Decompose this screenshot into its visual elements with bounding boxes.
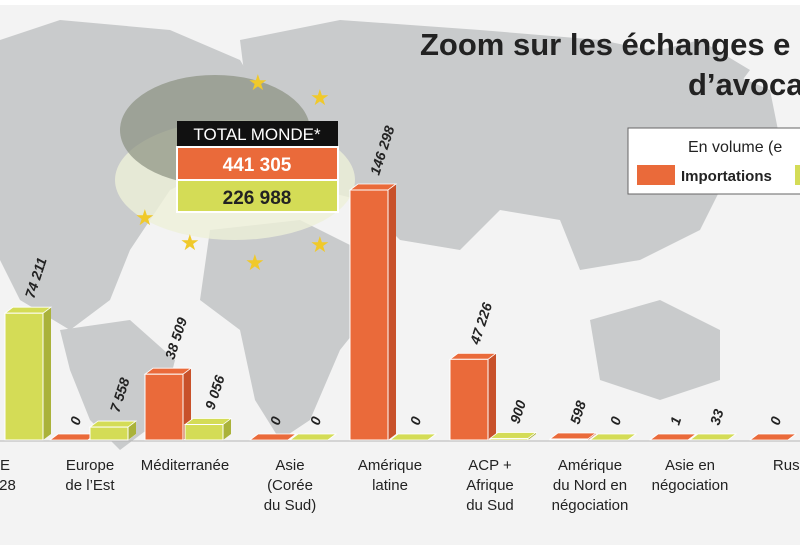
svg-text:★: ★ <box>135 205 155 230</box>
x-tick-label: Amérique du Nord en négociation <box>552 457 629 514</box>
svg-text:★: ★ <box>245 250 265 275</box>
bar <box>144 373 184 441</box>
bar-top <box>548 432 598 440</box>
x-tick-line: -28 <box>0 477 16 494</box>
bar-top <box>88 420 138 428</box>
svg-text:★: ★ <box>310 232 330 257</box>
legend-swatch <box>637 165 675 185</box>
x-tick-label: Europe de l’Est <box>65 457 115 494</box>
eu-stars: ★ ★ ★ ★ ★ ★ <box>135 70 330 275</box>
x-tick-line: Russ <box>773 457 800 474</box>
x-tick-line: Méditerranée <box>141 457 229 474</box>
legend: Importations <box>637 165 800 185</box>
value-label: 598 <box>567 399 590 426</box>
x-tick-line: (Corée <box>267 477 313 494</box>
x-tick-line: du Sud <box>466 497 514 514</box>
value-label: 33 <box>707 407 727 427</box>
bar-top <box>183 418 233 425</box>
bar <box>89 426 129 441</box>
bar <box>4 312 44 441</box>
bar-side <box>223 418 231 440</box>
bar <box>549 438 589 441</box>
x-tick-line: Amérique <box>558 457 622 474</box>
x-tick-line: Europe <box>66 457 114 474</box>
bar-top <box>388 433 438 441</box>
bar-top <box>288 433 338 441</box>
total-header <box>177 121 338 147</box>
bar-top <box>748 433 798 441</box>
chart-title: Zoom sur les échanges e <box>420 27 790 62</box>
bar-top <box>648 433 698 441</box>
x-tick-label: E -28 <box>0 457 16 494</box>
bar-top <box>448 352 498 360</box>
x-tick-label: Méditerranée <box>141 457 229 474</box>
bar-top <box>688 433 738 441</box>
x-tick-line: Amérique <box>358 457 422 474</box>
bar <box>184 424 224 441</box>
x-tick-line: Asie en <box>665 457 715 474</box>
x-tick-line: négociation <box>652 477 729 494</box>
bar-top <box>488 432 538 439</box>
bar <box>349 189 389 441</box>
x-tick-line: du Nord en <box>553 477 627 494</box>
svg-text:★: ★ <box>180 230 200 255</box>
total-title: TOTAL MONDE* <box>193 125 321 144</box>
svg-text:★: ★ <box>310 85 330 110</box>
x-tick-label: Asie en négociation <box>652 457 729 494</box>
bar <box>449 358 489 441</box>
x-tick-line: Asie <box>275 457 304 474</box>
legend-label: Importations <box>681 168 772 185</box>
bar-side <box>388 184 396 440</box>
x-tick-line: E <box>0 457 10 474</box>
total-exports: 226 988 <box>223 188 292 209</box>
svg-text:★: ★ <box>248 70 268 95</box>
x-tick-label: ACP + Afrique du Sud <box>466 457 514 514</box>
bar-top <box>3 306 53 314</box>
total-exports-box <box>176 179 339 213</box>
x-tick-line: du Sud) <box>264 497 317 514</box>
total-imports-box <box>176 146 339 181</box>
bar-top <box>248 433 298 441</box>
x-tick-line: Afrique <box>466 477 514 494</box>
bar-top <box>348 183 398 191</box>
value-label: 900 <box>507 398 530 425</box>
legend-swatch <box>795 165 800 185</box>
x-tick-line: négociation <box>552 497 629 514</box>
x-tick-label: Amérique latine <box>358 457 422 494</box>
bar-top <box>588 433 638 441</box>
bar-side <box>488 353 496 440</box>
x-tick-line: latine <box>372 477 408 494</box>
x-tick-line: ACP + <box>468 457 512 474</box>
legend-title: En volume (e <box>688 139 782 156</box>
bar-top <box>48 433 98 441</box>
bar-top <box>143 367 193 375</box>
chart-subtitle: d’avoca <box>688 67 800 102</box>
bar <box>489 437 529 441</box>
x-tick-label: Asie (Corée du Sud) <box>264 457 317 514</box>
total-imports: 441 305 <box>223 155 292 176</box>
bar-side <box>43 307 51 440</box>
x-tick-line: de l’Est <box>65 477 115 494</box>
x-tick-label: Russ <box>773 457 800 474</box>
